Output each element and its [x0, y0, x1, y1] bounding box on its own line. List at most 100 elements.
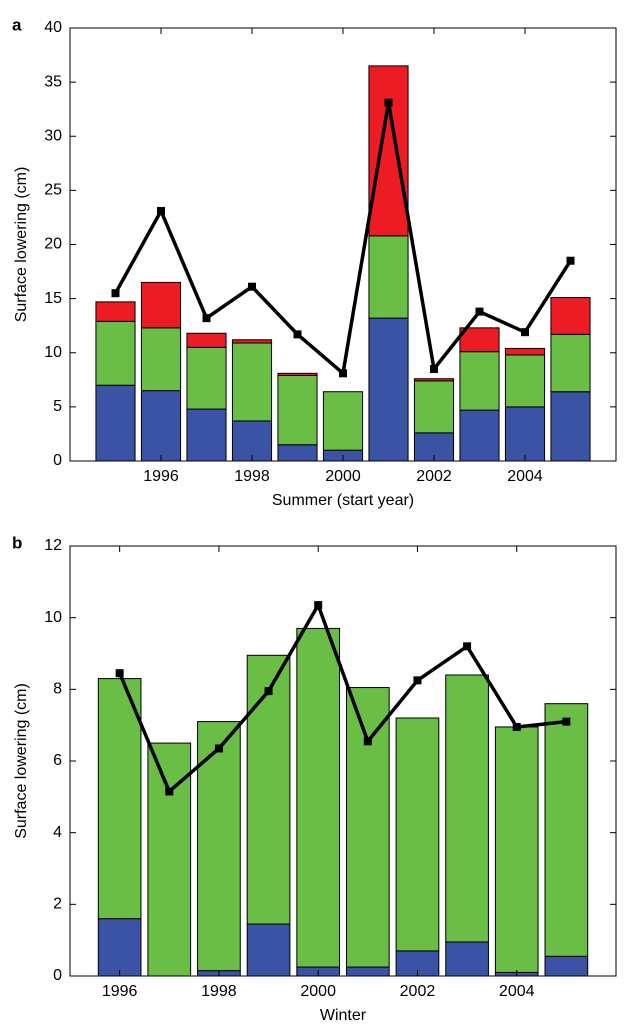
bar-segment: [550, 297, 591, 335]
bar-segment: [459, 351, 500, 411]
line-marker: [339, 369, 347, 378]
line-marker: [293, 330, 302, 339]
bar-segment: [97, 678, 142, 920]
y-axis-label: Surface lowering (cm): [13, 683, 30, 839]
bar-segment: [197, 721, 241, 972]
bar-segment: [277, 444, 318, 462]
bar-segment: [140, 390, 182, 462]
line-marker: [512, 722, 521, 731]
x-tick-label: 1998: [234, 468, 270, 485]
x-tick-label: 1996: [143, 468, 179, 485]
x-tick-label: 2004: [507, 468, 543, 485]
y-tick-label: 4: [53, 824, 62, 841]
y-tick-label: 15: [44, 290, 62, 307]
x-tick-label: 2000: [300, 983, 336, 1000]
panel-label: b: [12, 533, 22, 552]
bar-segment: [246, 923, 291, 977]
bar-segment: [322, 391, 364, 451]
bar-segment: [186, 332, 227, 348]
x-tick-label: 2004: [499, 983, 535, 1000]
y-axis-label: Surface lowering (cm): [13, 167, 30, 323]
bar-segment: [445, 941, 489, 977]
y-tick-label: 40: [44, 19, 62, 36]
bar-segment: [445, 674, 489, 943]
y-tick-label: 12: [44, 537, 62, 554]
bar-segment: [368, 65, 409, 237]
bar-segment: [345, 966, 390, 977]
y-tick-label: 8: [53, 681, 62, 698]
bar-segment: [459, 327, 500, 353]
bar-segment: [97, 918, 142, 977]
bar-segment: [345, 687, 390, 968]
bar-segment: [186, 408, 227, 462]
bar-segment: [544, 955, 589, 977]
bar-segment: [395, 717, 440, 952]
line-marker: [430, 364, 438, 373]
bar-segment: [277, 372, 318, 376]
y-tick-label: 10: [44, 344, 62, 361]
line-marker: [202, 314, 211, 323]
bar-segment: [231, 420, 273, 462]
y-tick-label: 5: [53, 398, 62, 415]
line-marker: [363, 737, 372, 746]
line-marker: [475, 307, 484, 316]
bar-segment: [147, 742, 192, 977]
line-marker: [111, 289, 120, 298]
y-tick-label: 6: [53, 752, 62, 769]
line-marker: [214, 744, 223, 753]
bar-segment: [186, 346, 227, 410]
y-tick-label: 0: [53, 967, 62, 984]
bar-segment: [368, 235, 409, 319]
line-marker: [248, 282, 256, 291]
x-axis-label: Winter: [320, 1007, 367, 1024]
bar-segment: [368, 317, 409, 462]
bar-segment: [494, 726, 539, 973]
line-marker: [157, 206, 165, 215]
x-tick-label: 2000: [325, 468, 361, 485]
bar-segment: [95, 384, 136, 462]
bar-segment: [95, 320, 136, 386]
y-tick-label: 35: [44, 73, 62, 90]
bar-segment: [413, 378, 455, 382]
bar-segment: [504, 354, 546, 408]
panel-label: a: [12, 15, 22, 34]
y-tick-label: 2: [53, 896, 62, 913]
bar-segment: [550, 391, 591, 462]
bar-segment: [140, 327, 182, 392]
bar-segment: [277, 374, 318, 446]
bar-segment: [459, 409, 500, 462]
line-marker: [566, 256, 575, 265]
bar-segment: [544, 703, 589, 957]
line-marker: [463, 642, 472, 651]
bar-segment: [413, 380, 455, 434]
line-marker: [384, 98, 393, 107]
bar-segment: [231, 339, 273, 344]
bar-segment: [504, 406, 546, 462]
line-marker: [264, 687, 273, 696]
bar-segment: [504, 347, 546, 356]
bar-segment: [231, 342, 273, 422]
line: [113, 102, 572, 377]
x-axis-label: Summer (start year): [272, 492, 414, 509]
y-tick-label: 30: [44, 127, 62, 144]
line: [118, 601, 567, 795]
line-marker: [413, 676, 422, 685]
bar-segment: [550, 333, 591, 393]
bar-segment: [296, 627, 341, 968]
x-tick-label: 2002: [416, 468, 452, 485]
y-tick-label: 0: [53, 452, 62, 469]
x-tick-label: 1998: [201, 983, 237, 1000]
y-tick-label: 20: [44, 236, 62, 253]
y-tick-label: 25: [44, 182, 62, 199]
line-marker: [562, 717, 571, 726]
line-marker: [314, 601, 323, 610]
line-marker: [165, 787, 174, 796]
line-marker: [521, 328, 529, 337]
bar-segment: [95, 301, 136, 322]
line-marker: [115, 669, 124, 678]
y-tick-label: 10: [44, 609, 62, 626]
x-tick-label: 2002: [400, 983, 436, 1000]
bar-segment: [140, 281, 182, 329]
bar-segment: [246, 654, 291, 925]
